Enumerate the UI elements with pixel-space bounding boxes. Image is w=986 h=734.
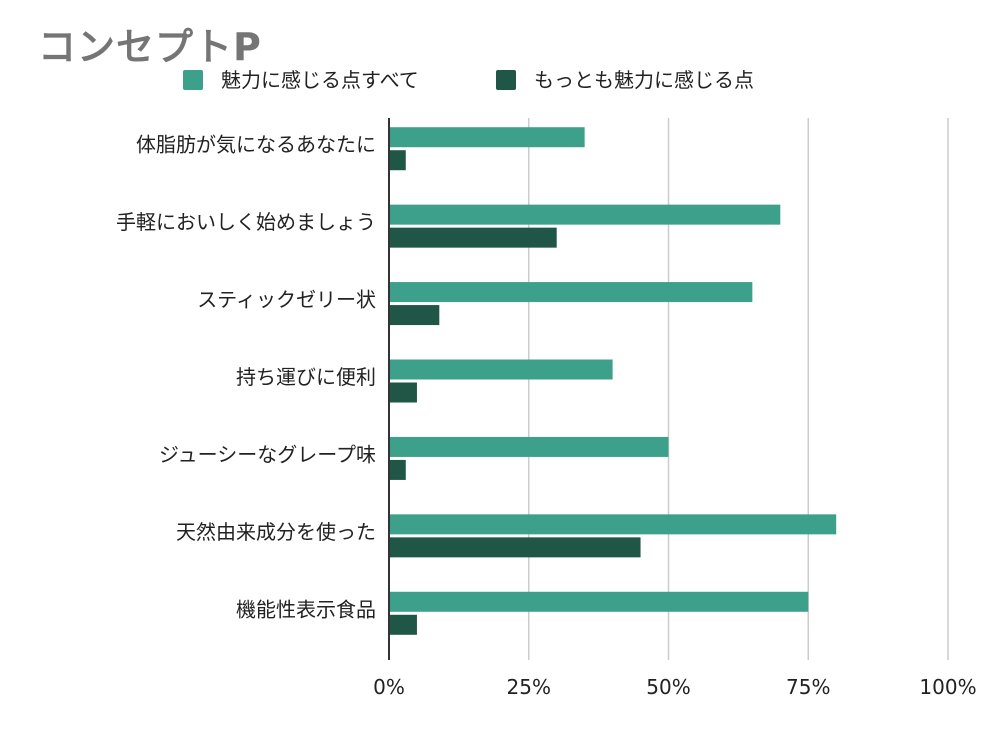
legend-label: 魅力に感じる点すべて	[221, 68, 419, 92]
bar-all-appealing	[389, 127, 585, 148]
x-tick-label: 25%	[507, 675, 551, 699]
bars	[389, 127, 837, 635]
legend-swatch	[183, 70, 203, 90]
bar-all-appealing	[389, 204, 781, 225]
category-labels: 体脂肪が気になるあなたに手軽においしく始めましょうスティックゼリー状持ち運びに便…	[116, 133, 376, 622]
bar-most-appealing	[389, 227, 557, 248]
bar-most-appealing	[389, 459, 406, 480]
x-tick-labels: 0% 25% 50% 75% 100%	[373, 675, 976, 699]
category-label: 体脂肪が気になるあなたに	[136, 133, 376, 157]
category-label: 手軽においしく始めましょう	[116, 210, 376, 234]
bar-all-appealing	[389, 359, 613, 380]
bar-all-appealing	[389, 436, 669, 457]
x-tick-label: 75%	[786, 675, 830, 699]
gridlines	[528, 118, 949, 660]
x-tick-label: 0%	[373, 675, 405, 699]
x-tick-label: 50%	[646, 675, 690, 699]
bar-most-appealing	[389, 305, 440, 326]
bar-most-appealing	[389, 382, 417, 403]
category-label: ジューシーなグレープ味	[159, 442, 376, 466]
bar-most-appealing	[389, 614, 417, 635]
legend: 魅力に感じる点すべて もっとも魅力に感じる点	[183, 68, 754, 92]
bar-all-appealing	[389, 514, 837, 535]
bar-most-appealing	[389, 150, 406, 171]
x-tick-label: 100%	[919, 675, 976, 699]
bar-all-appealing	[389, 591, 809, 612]
bar-most-appealing	[389, 537, 641, 558]
legend-swatch	[496, 70, 516, 90]
category-label: スティックゼリー状	[197, 288, 376, 312]
chart-title: コンセプトP	[38, 25, 262, 69]
bar-all-appealing	[389, 282, 753, 303]
category-label: 持ち運びに便利	[236, 365, 376, 389]
category-label: 機能性表示食品	[236, 597, 376, 621]
legend-label: もっとも魅力に感じる点	[534, 68, 754, 92]
category-label: 天然由来成分を使った	[176, 520, 376, 544]
